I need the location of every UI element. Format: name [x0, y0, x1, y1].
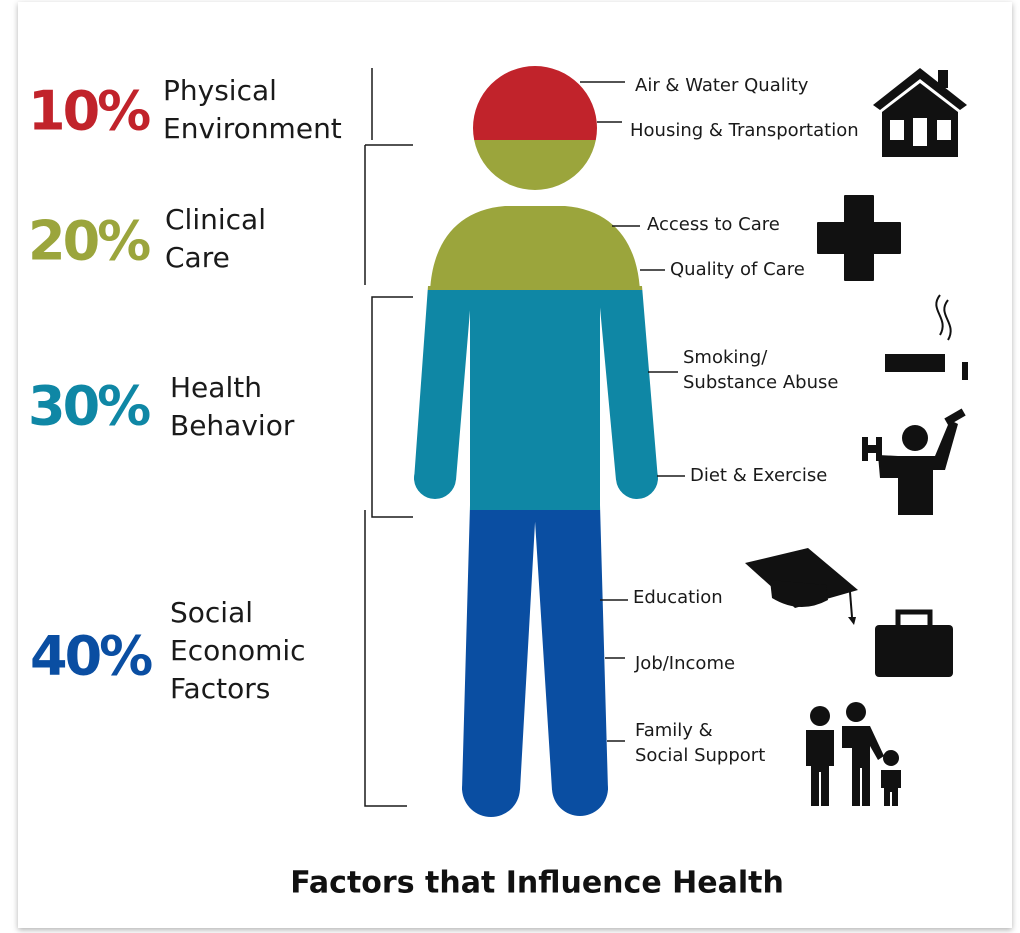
factor-label: Clinical [165, 203, 266, 236]
factor-item: Job/Income [634, 653, 735, 674]
title: Factors that Influence Health [290, 866, 784, 901]
factor-label: Health [170, 371, 262, 404]
percent: 30% [28, 375, 150, 438]
factor-label: Care [165, 241, 230, 274]
factor-item: Substance Abuse [683, 372, 838, 393]
percent: 20% [28, 210, 150, 273]
factor-item: Family & [635, 720, 713, 741]
percent: 10% [28, 80, 150, 143]
factor-item: Quality of Care [670, 259, 805, 280]
factor-label: Factors [170, 672, 270, 705]
factor-label: Physical [163, 74, 277, 107]
factor-item: Smoking/ [683, 347, 768, 368]
factor-item: Education [633, 587, 723, 608]
infographic: Factors that Influence Health 10% Physica… [0, 0, 1020, 933]
factor-label: Social [170, 596, 253, 629]
factor-label: Economic [170, 634, 306, 667]
factor-label: Environment [163, 112, 342, 145]
figure-band [400, 290, 680, 510]
factor-item: Diet & Exercise [690, 465, 827, 486]
percent: 40% [30, 625, 152, 688]
factor-item: Housing & Transportation [630, 120, 859, 141]
factor-label: Behavior [170, 409, 295, 442]
factor-item: Access to Care [647, 214, 780, 235]
factor-item: Social Support [635, 745, 765, 766]
factor-item: Air & Water Quality [635, 75, 809, 96]
